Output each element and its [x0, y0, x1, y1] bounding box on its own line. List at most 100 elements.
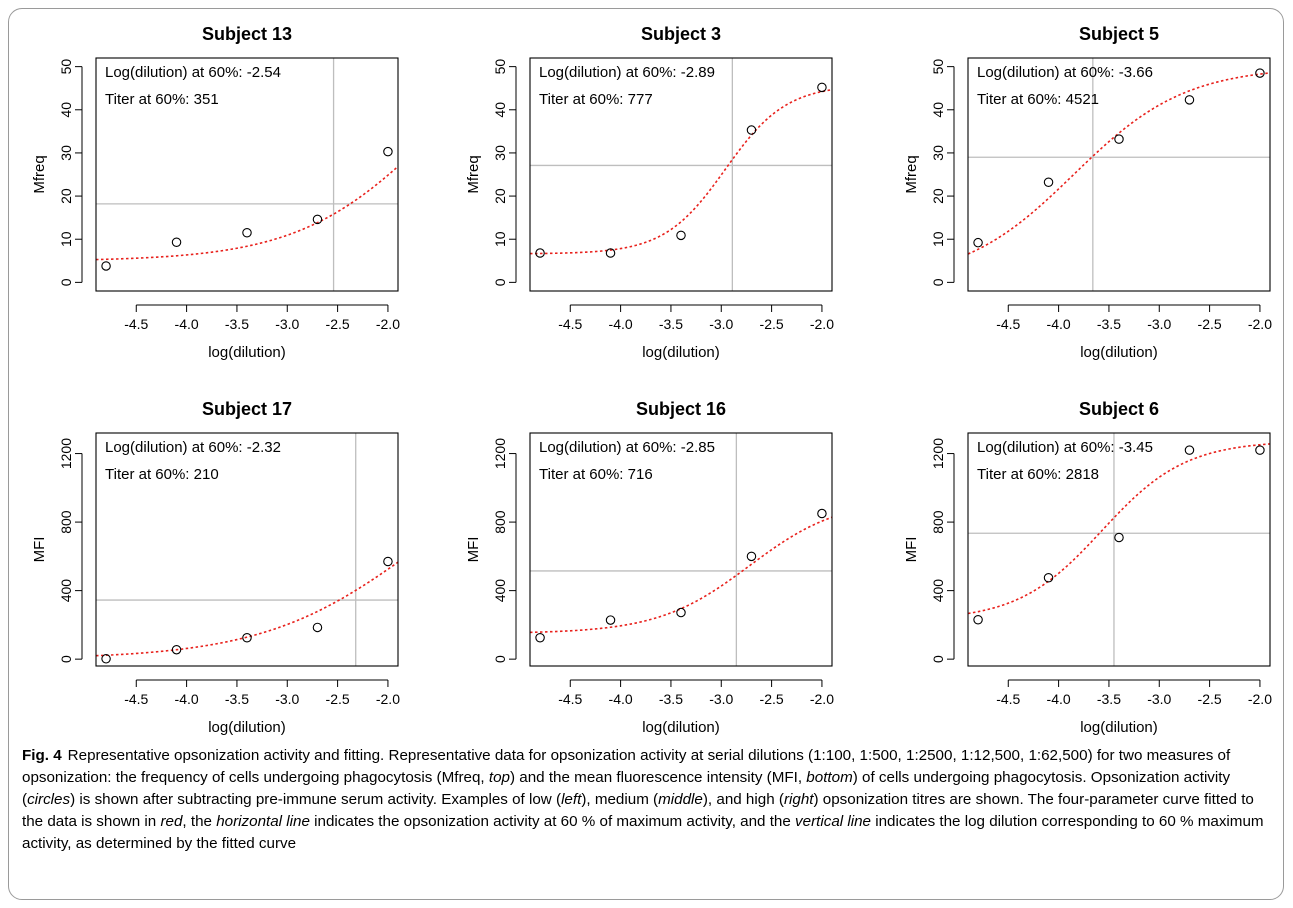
- y-tick-label: 30: [58, 145, 74, 161]
- x-tick-label: -2.0: [1248, 316, 1272, 332]
- y-tick-label: 0: [930, 655, 946, 663]
- data-point: [1043, 573, 1054, 583]
- plot-frame: [529, 57, 833, 292]
- x-tick-label: -2.0: [1248, 691, 1272, 707]
- x-tick-label: -3.0: [1147, 691, 1171, 707]
- x-tick-label: -3.0: [709, 316, 733, 332]
- data-point: [383, 556, 393, 567]
- x-axis-label: log(dilution): [642, 719, 720, 736]
- chart-panel-5: Subject 16 -4.5 -4.0 -3.5 -3.0 -2.5 -2.0 log(di…: [465, 399, 834, 736]
- annotation-log-dilution: Log(dilution) at 60%: -3.45: [977, 439, 1153, 456]
- x-tick-label: -2.0: [810, 316, 834, 332]
- data-point: [535, 632, 545, 643]
- caption-segment: Representative opsonization activity and…: [22, 747, 1231, 786]
- y-tick-label: 400: [492, 579, 508, 603]
- x-tick-label: -4.5: [558, 691, 582, 707]
- x-tick-label: -2.0: [376, 316, 400, 332]
- fitted-curve: [96, 561, 398, 657]
- data-point: [1255, 445, 1265, 455]
- data-point: [746, 551, 757, 562]
- x-tick-label: -2.0: [376, 691, 400, 707]
- x-tick-label: -2.5: [1198, 316, 1222, 332]
- data-point: [101, 261, 111, 271]
- caption-text: Representative opsonization activity and…: [22, 747, 1264, 852]
- x-tick-label: -4.5: [996, 691, 1020, 707]
- data-point: [973, 237, 983, 248]
- x-tick-label: -3.0: [1147, 316, 1171, 332]
- fitted-curve: [530, 516, 832, 634]
- data-point: [973, 614, 983, 625]
- data-point: [676, 230, 686, 241]
- x-tick-label: -3.0: [275, 691, 299, 707]
- data-point: [383, 146, 393, 157]
- y-tick-label: 50: [58, 59, 74, 75]
- y-axis-label: Mfreq: [465, 155, 482, 193]
- x-tick-label: -3.5: [659, 691, 683, 707]
- plot-frame: [967, 57, 1271, 292]
- data-point: [242, 228, 252, 238]
- caption-segment: ) opsonization titres are shown. The fou…: [22, 791, 1254, 830]
- caption-segment: red: [160, 813, 183, 830]
- x-axis-label: log(dilution): [1080, 344, 1158, 361]
- y-tick-label: 50: [492, 59, 508, 75]
- y-axis-label: Mfreq: [903, 155, 920, 193]
- y-tick-label: 0: [492, 655, 508, 663]
- data-point: [1255, 68, 1265, 78]
- y-tick-label: 800: [492, 510, 508, 534]
- y-tick-label: 1200: [930, 438, 946, 469]
- x-axis-label: log(dilution): [208, 719, 286, 736]
- data-point: [171, 644, 182, 655]
- x-tick-label: -3.0: [275, 316, 299, 332]
- data-point: [1043, 177, 1054, 188]
- caption-segment: left: [561, 791, 582, 808]
- data-point: [101, 654, 111, 664]
- caption-segment: vertical line: [795, 813, 871, 830]
- y-tick-label: 800: [58, 510, 74, 534]
- y-tick-label: 0: [930, 278, 946, 286]
- x-tick-label: -2.5: [326, 316, 350, 332]
- y-axis-label: MFI: [31, 537, 48, 563]
- x-tick-label: -3.0: [709, 691, 733, 707]
- y-tick-label: 10: [492, 231, 508, 247]
- y-tick-label: 40: [492, 102, 508, 118]
- caption-segment: ) and the mean fluorescence intensity (M…: [510, 769, 807, 786]
- x-tick-label: -4.5: [124, 691, 148, 707]
- data-point: [1184, 95, 1195, 105]
- y-tick-label: 0: [58, 655, 74, 663]
- panel-title: Subject 13: [202, 24, 292, 44]
- data-point: [605, 248, 616, 258]
- data-point: [817, 508, 827, 519]
- caption-segment: , the: [182, 813, 217, 830]
- plot-frame: [529, 432, 833, 667]
- caption-segment: right: [783, 791, 814, 808]
- y-axis-label: MFI: [903, 537, 920, 563]
- x-tick-label: -3.5: [1097, 316, 1121, 332]
- annotation-log-dilution: Log(dilution) at 60%: -2.85: [539, 439, 715, 456]
- caption-segment: ) of cells undergoing phagocytosis. Opso…: [22, 769, 1231, 808]
- x-tick-label: -4.0: [175, 316, 199, 332]
- x-tick-label: -4.0: [609, 316, 633, 332]
- caption-segment: top: [488, 769, 510, 786]
- data-point: [746, 125, 757, 135]
- plot-frame: [95, 57, 399, 292]
- data-point: [535, 248, 545, 258]
- x-axis-label: log(dilution): [208, 344, 286, 361]
- data-point: [1114, 532, 1124, 543]
- y-tick-label: 400: [930, 579, 946, 603]
- annotation-log-dilution: Log(dilution) at 60%: -2.54: [105, 64, 281, 81]
- chart-panel-1: Subject 13 -4.5 -4.0 -3.5 -3.0 -2.5 -2.0 log(di…: [31, 24, 400, 361]
- fitted-curve: [530, 88, 832, 255]
- caption-segment: ), medium (: [581, 791, 659, 808]
- chart-panel-3: Subject 5 -4.5 -4.0 -3.5 -3.0 -2.5 -2.0 log(dil…: [903, 24, 1272, 361]
- y-tick-label: 20: [492, 188, 508, 204]
- chart-panel-4: Subject 17 -4.5 -4.0 -3.5 -3.0 -2.5 -2.0 log(di…: [31, 399, 400, 736]
- data-point: [242, 632, 252, 643]
- x-tick-label: -4.0: [175, 691, 199, 707]
- y-tick-label: 30: [930, 145, 946, 161]
- data-point: [817, 82, 827, 93]
- annotation-titer: Titer at 60%: 2818: [977, 466, 1099, 483]
- y-tick-label: 400: [58, 579, 74, 603]
- panel-title: Subject 16: [636, 399, 726, 419]
- y-tick-label: 0: [492, 278, 508, 286]
- x-tick-label: -3.5: [225, 316, 249, 332]
